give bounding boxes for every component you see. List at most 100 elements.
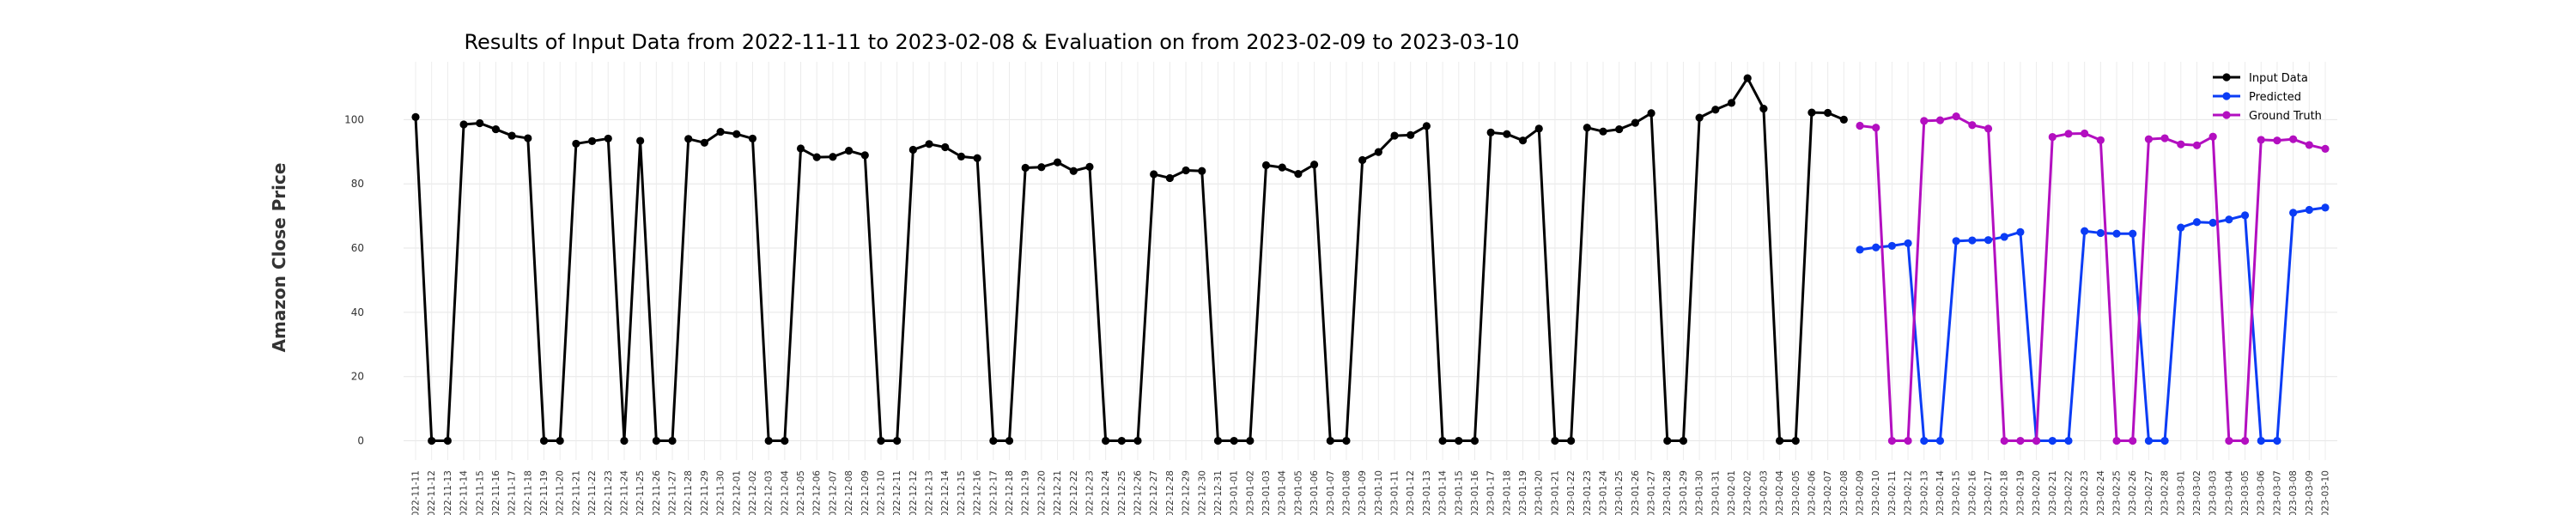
y-tick-label: 60 <box>351 242 364 254</box>
ground-truth-point <box>2000 436 2008 445</box>
ground-truth-point <box>2144 135 2154 143</box>
x-tick-label: 2022-12-28 <box>1165 470 1176 515</box>
x-tick-label: 2023-02-11 <box>1887 470 1898 515</box>
x-tick-label: 2022-12-03 <box>764 470 775 515</box>
input-data-point <box>1807 108 1816 117</box>
legend-predicted-marker <box>2222 92 2231 100</box>
x-tick-label: 2023-01-10 <box>1374 470 1384 515</box>
input-data-point <box>524 134 532 142</box>
predicted-point <box>1920 436 1929 445</box>
predicted-point <box>2321 203 2330 212</box>
x-tick-label: 2022-11-22 <box>587 470 598 515</box>
ground-truth-point <box>2273 136 2281 145</box>
x-tick-label: 2022-12-30 <box>1197 470 1207 515</box>
ground-truth-point <box>1920 117 1929 125</box>
x-tick-label: 2022-11-29 <box>700 470 710 515</box>
predicted-point <box>2225 215 2233 224</box>
input-data-point <box>443 436 452 445</box>
input-data-point <box>989 436 998 445</box>
input-data-point <box>1326 436 1334 445</box>
x-tick-label: 2023-02-09 <box>1856 470 1866 515</box>
input-data-point <box>1278 163 1286 172</box>
input-data-point <box>812 153 821 161</box>
ground-truth-point <box>2240 436 2250 445</box>
input-data-point <box>1759 105 1768 113</box>
x-tick-label: 2023-02-24 <box>2096 470 2106 515</box>
x-tick-label: 2023-02-22 <box>2063 470 2074 515</box>
predicted-point <box>2192 218 2202 227</box>
x-tick-label: 2023-01-09 <box>1358 470 1368 515</box>
input-data-point <box>1839 115 1848 124</box>
input-data-point <box>539 436 549 445</box>
input-data-point <box>1711 106 1720 114</box>
x-tick-label: 2023-02-10 <box>1871 470 1881 515</box>
x-tick-label: 2022-12-20 <box>1036 470 1047 515</box>
input-data-point <box>1631 118 1639 127</box>
predicted-point <box>2273 436 2281 445</box>
x-tick-label: 2023-03-09 <box>2305 470 2315 515</box>
predicted-point <box>1856 245 1864 254</box>
input-data-point <box>1037 163 1046 172</box>
input-data-point <box>1358 155 1367 165</box>
x-tick-label: 2023-02-05 <box>1791 470 1801 515</box>
input-data-point <box>1069 167 1078 175</box>
input-data-point <box>1583 124 1591 132</box>
input-data-point <box>1518 136 1528 145</box>
x-tick-label: 2023-01-27 <box>1647 470 1657 515</box>
x-tick-label: 2022-11-12 <box>427 470 437 515</box>
input-data-point <box>1599 127 1607 136</box>
ground-truth-point <box>1968 121 1977 130</box>
x-tick-label: 2023-02-12 <box>1904 470 1914 515</box>
ground-truth-point <box>2112 436 2121 445</box>
x-tick-label: 2023-02-25 <box>2112 470 2123 515</box>
x-tick-label: 2022-12-12 <box>908 470 919 515</box>
predicted-point <box>1935 436 1945 445</box>
x-tick-label: 2023-03-04 <box>2224 470 2234 515</box>
x-tick-label: 2023-03-07 <box>2272 470 2282 515</box>
x-tick-label: 2022-11-11 <box>411 470 422 515</box>
x-tick-label: 2023-02-03 <box>1759 470 1769 515</box>
ground-truth-point <box>2289 135 2298 143</box>
ground-truth-line <box>1859 115 2326 443</box>
x-tick-label: 2023-02-06 <box>1807 470 1817 515</box>
y-tick-label: 40 <box>351 306 364 318</box>
x-tick-label: 2022-11-17 <box>507 470 518 515</box>
x-tick-label: 2023-02-23 <box>2080 470 2090 515</box>
x-tick-label: 2023-02-16 <box>1967 470 1978 515</box>
input-data-point <box>604 134 612 143</box>
x-tick-label: 2023-01-24 <box>1598 470 1608 515</box>
x-tick-label: 2022-12-26 <box>1133 470 1144 515</box>
chart-title: Results of Input Data from 2022-11-11 to… <box>464 30 1519 54</box>
x-tick-label: 2022-12-27 <box>1149 470 1159 515</box>
ground-truth-point <box>2016 436 2025 445</box>
input-data-point <box>1455 436 1463 445</box>
input-data-point <box>781 436 789 445</box>
x-tick-label: 2023-01-31 <box>1710 470 1721 515</box>
grid <box>404 62 2337 460</box>
input-data-point <box>941 142 950 152</box>
x-tick-label: 2023-02-07 <box>1823 470 1833 515</box>
x-tick-label: 2023-01-06 <box>1309 470 1320 515</box>
x-tick-label: 2022-11-14 <box>459 470 470 515</box>
input-data-point <box>1309 161 1319 169</box>
ground-truth-point <box>1935 116 1945 124</box>
x-tick-label: 2022-11-26 <box>652 470 662 515</box>
ground-truth-point <box>2225 436 2233 445</box>
predicted-point <box>2208 218 2217 227</box>
input-data-point <box>796 144 805 153</box>
ground-truth-point <box>2208 132 2217 141</box>
input-data-point <box>1615 124 1624 134</box>
x-tick-label: 2022-12-05 <box>796 470 806 515</box>
x-tick-label: 2022-12-25 <box>1117 470 1127 515</box>
x-tick-label: 2023-01-13 <box>1422 470 1432 515</box>
input-data-point <box>491 124 501 134</box>
x-tick-label: 2023-02-27 <box>2144 470 2154 515</box>
input-data-point <box>428 436 436 445</box>
input-data-point <box>925 140 933 148</box>
x-tick-label: 2022-12-23 <box>1084 470 1095 515</box>
x-tick-label: 2023-01-03 <box>1261 470 1272 515</box>
x-tick-label: 2023-02-17 <box>1984 470 1994 515</box>
x-tick-label: 2023-02-04 <box>1775 470 1785 515</box>
input-data-point <box>1342 436 1351 445</box>
x-tick-label: 2022-12-06 <box>812 470 823 515</box>
